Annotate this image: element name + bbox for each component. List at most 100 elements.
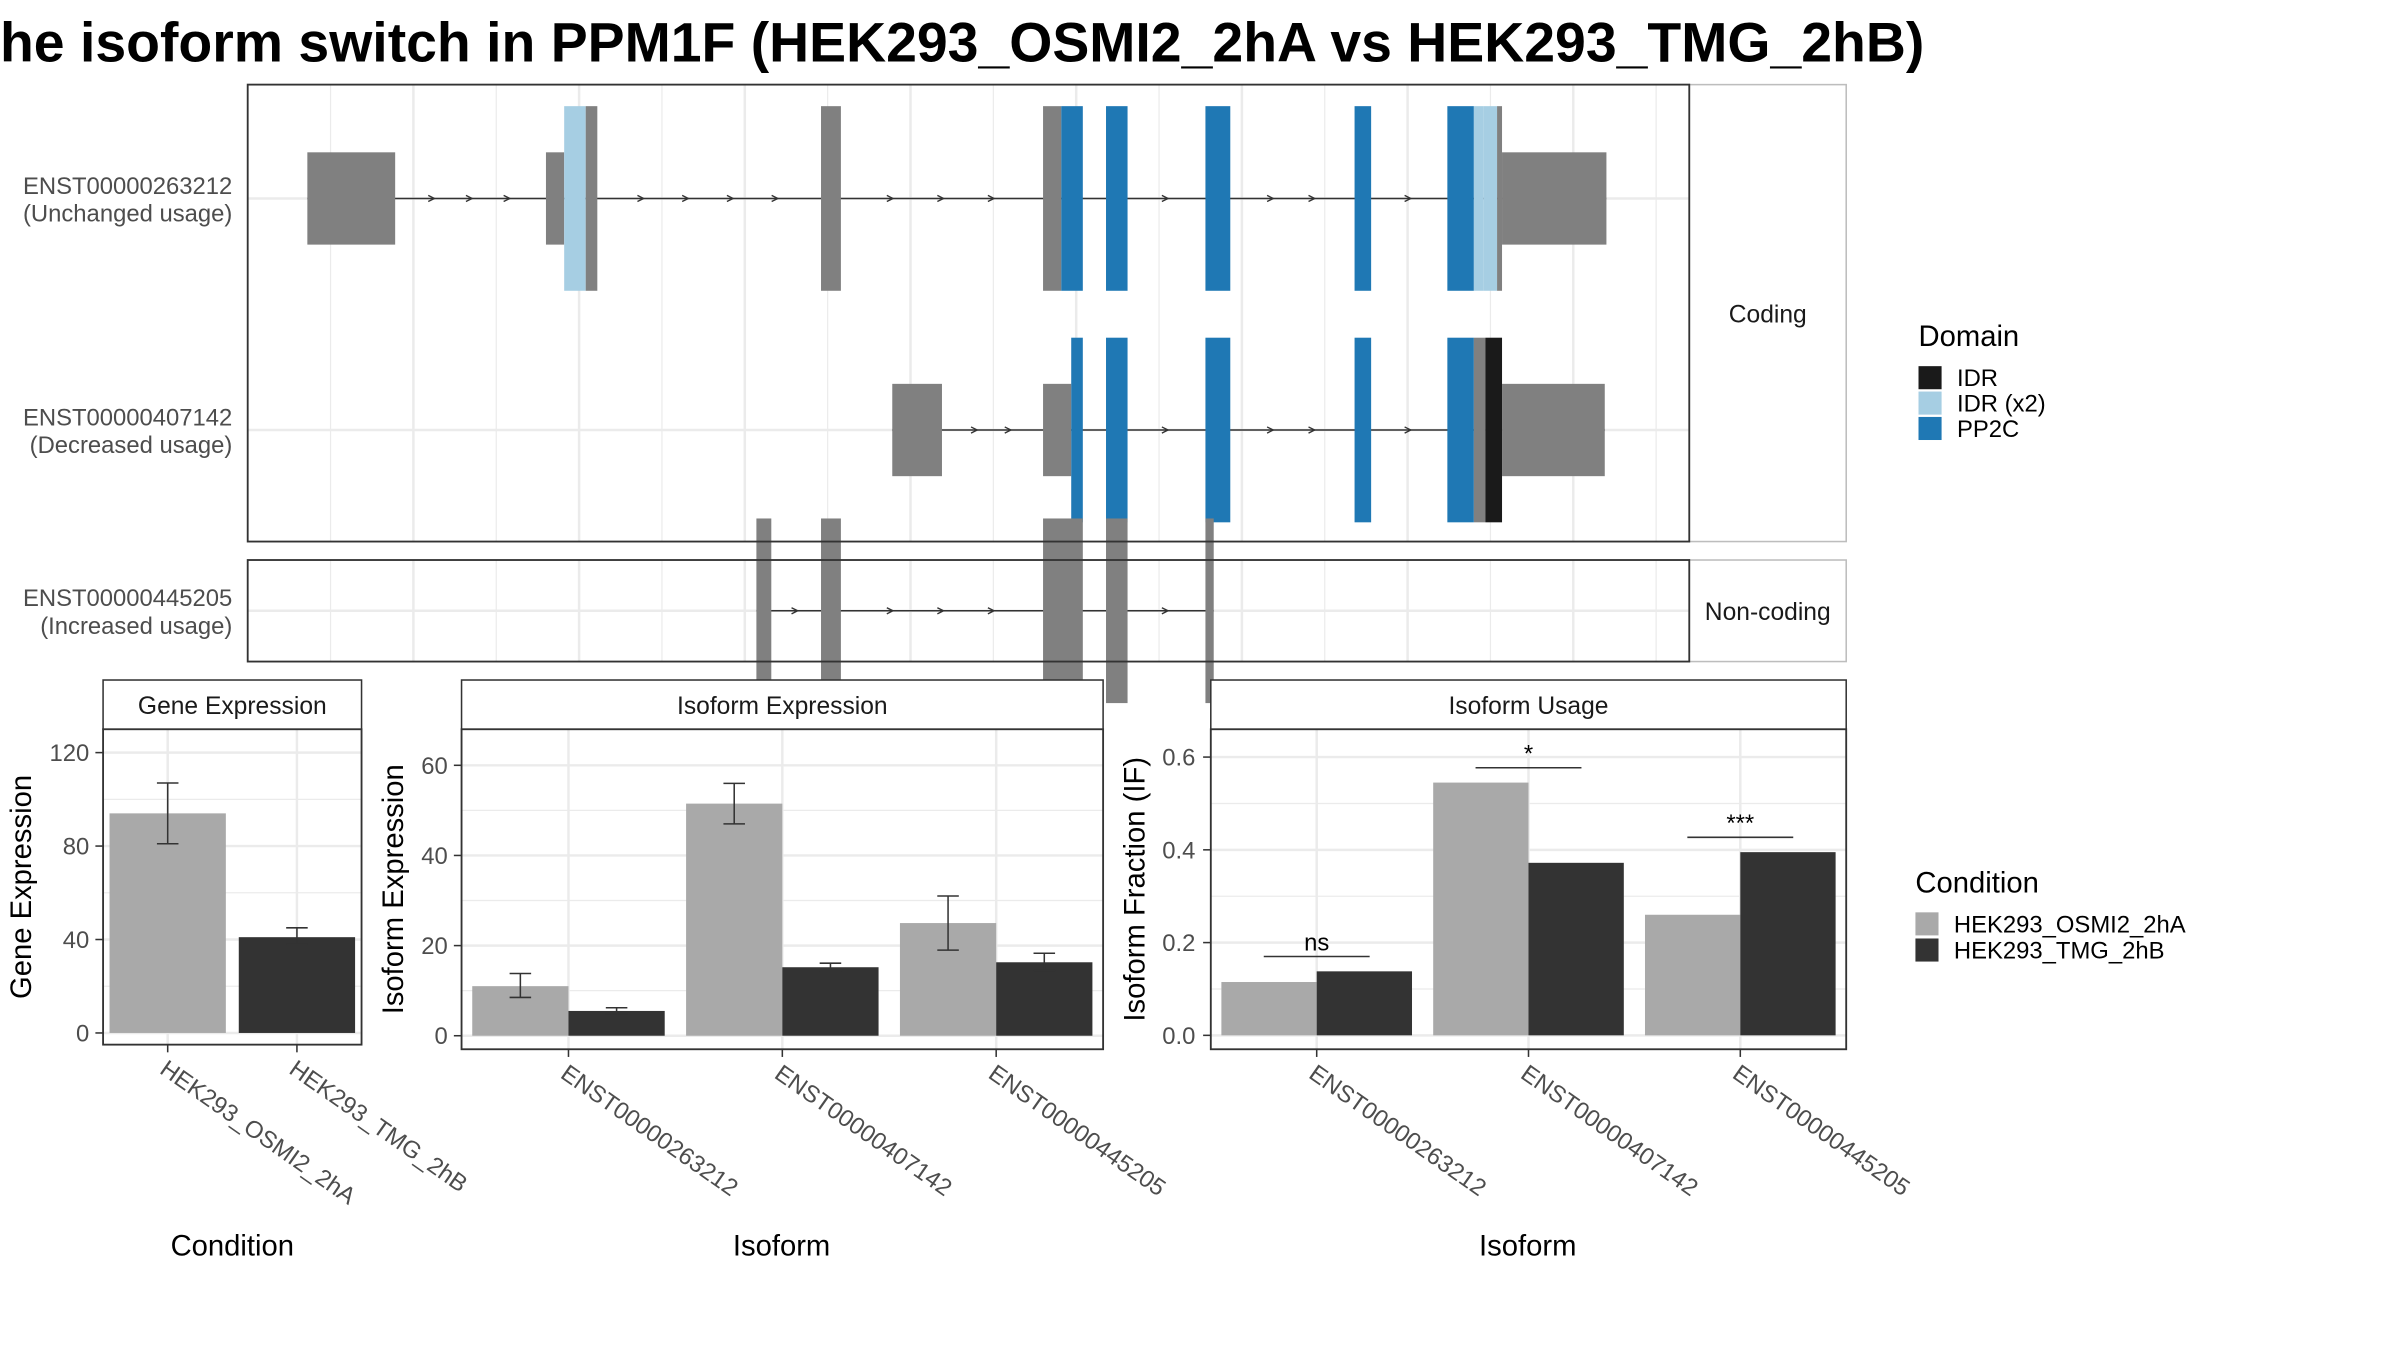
exon-ENST00000263212-2	[564, 106, 586, 291]
intron-arrow	[1308, 426, 1317, 434]
transcript-id-label: ENST00000263212	[23, 173, 232, 200]
exon-ENST00000263212-10	[1447, 106, 1474, 291]
structure-strip-label-coding: Coding	[1729, 301, 1807, 328]
y-tick-label: 0	[76, 1020, 89, 1047]
x-axis-label-0: Condition	[171, 1230, 294, 1262]
exon-ENST00000263212-11	[1473, 106, 1484, 291]
transcript-id-label: ENST00000445205	[23, 585, 232, 612]
exon-ENST00000407142-3	[1106, 337, 1128, 523]
y-tick-label: 120	[49, 740, 89, 767]
bar-0-0	[109, 813, 226, 1033]
y-tick-label: 0.6	[1162, 745, 1195, 772]
exon-ENST00000445205-0	[756, 518, 772, 704]
domain-legend-swatch-1	[1918, 391, 1942, 415]
intron-arrow	[791, 607, 800, 615]
intron-arrow	[503, 194, 512, 203]
bar-2-0-2	[1644, 914, 1741, 1036]
x-axis-label-1: Isoform	[733, 1230, 830, 1262]
domain-legend-title: Domain	[1919, 321, 2020, 353]
bar-1-1-1	[782, 967, 879, 1036]
intron-arrow	[987, 194, 996, 203]
intron-arrow	[937, 607, 946, 615]
bar-strip-1	[460, 679, 1104, 731]
domain-legend-label-1: IDR (x2)	[1957, 391, 2046, 418]
bar-2-1-2	[1740, 852, 1836, 1036]
intron-arrow	[1161, 194, 1170, 203]
x-tick-label: ENST00000445205	[1728, 1060, 1915, 1202]
exon-ENST00000263212-1	[545, 152, 565, 245]
intron-arrow	[886, 607, 895, 615]
bar-1-0-1	[686, 803, 783, 1036]
condition-legend-label-1: HEK293_TMG_2hB	[1954, 937, 2165, 964]
x-tick-label: ENST00000445205	[984, 1060, 1171, 1202]
exon-ENST00000263212-13	[1497, 106, 1503, 291]
significance-label-2: ***	[1726, 810, 1754, 837]
intron-arrow	[1266, 426, 1275, 434]
exon-ENST00000263212-0	[307, 152, 396, 245]
x-tick-label: ENST00000407142	[770, 1060, 957, 1202]
y-tick-label: 0.2	[1162, 930, 1195, 957]
domain-legend-label-2: PP2C	[1957, 416, 2019, 443]
bar-strip-title-2: Isoform Usage	[1448, 693, 1608, 720]
condition-legend-label-0: HEK293_OSMI2_2hA	[1954, 911, 2186, 938]
y-tick-label: 80	[63, 834, 90, 861]
x-tick-label: ENST00000407142	[1516, 1060, 1703, 1202]
intron-arrow	[1308, 194, 1317, 203]
exon-ENST00000407142-1	[1043, 383, 1072, 477]
x-axis-label-2: Isoform	[1479, 1230, 1576, 1262]
domain-legend-swatch-0	[1918, 366, 1942, 390]
bar-2-0-0	[1221, 982, 1317, 1036]
y-tick-label: 40	[421, 843, 448, 870]
exon-ENST00000407142-7	[1473, 337, 1486, 523]
exon-ENST00000263212-4	[821, 106, 841, 291]
y-tick-label: 20	[421, 933, 448, 960]
exon-ENST00000407142-4	[1205, 337, 1231, 523]
exon-ENST00000263212-6	[1061, 106, 1083, 291]
exon-ENST00000263212-5	[1043, 106, 1062, 291]
transcript-status-label: (Decreased usage)	[30, 432, 233, 459]
bar-2-0-1	[1433, 782, 1529, 1036]
intron-arrow	[637, 194, 646, 203]
transcript-status-label: (Unchanged usage)	[23, 201, 232, 228]
exon-ENST00000407142-2	[1071, 337, 1083, 523]
intron-arrow	[1404, 426, 1413, 434]
transcript-id-label: ENST00000407142	[23, 404, 232, 431]
exon-ENST00000407142-8	[1485, 337, 1503, 523]
domain-legend-swatch-2	[1918, 416, 1942, 441]
intron-arrow	[681, 194, 690, 203]
bar-0-1	[238, 937, 356, 1033]
structure-panel-border-coding	[246, 83, 1691, 543]
intron-arrow	[1161, 426, 1170, 434]
intron-arrow	[987, 607, 996, 615]
exon-ENST00000445205-3	[1106, 518, 1128, 704]
bar-2-1-1	[1528, 862, 1624, 1036]
intron-arrow	[427, 194, 436, 203]
exon-ENST00000263212-9	[1354, 106, 1372, 291]
intron-arrow	[886, 194, 895, 203]
y-tick-label: 0	[434, 1023, 447, 1050]
transcript-status-label: (Increased usage)	[40, 613, 232, 640]
y-axis-label-2: Isoform Fraction (IF)	[1120, 757, 1152, 1022]
bar-panel-border-0	[102, 728, 363, 1046]
intron-arrow	[1161, 607, 1170, 615]
exon-ENST00000407142-5	[1354, 337, 1372, 523]
x-tick-label: ENST00000263212	[556, 1060, 743, 1202]
exon-ENST00000263212-8	[1205, 106, 1231, 291]
exon-ENST00000263212-7	[1106, 106, 1128, 291]
domain-legend-label-0: IDR	[1957, 365, 1998, 392]
bar-strip-0	[102, 679, 363, 731]
y-tick-label: 0.0	[1162, 1023, 1195, 1050]
condition-legend-title: Condition	[1915, 867, 2038, 899]
intron-arrow	[1004, 426, 1013, 434]
intron-arrow	[726, 194, 735, 203]
structure-strip-label-noncoding: Non-coding	[1705, 599, 1831, 626]
bar-strip-title-0: Gene Expression	[138, 693, 327, 720]
y-tick-label: 60	[421, 753, 448, 780]
structure-panel-border-noncoding	[246, 559, 1691, 663]
intron-arrow	[1266, 194, 1275, 203]
exon-ENST00000445205-4	[1205, 518, 1214, 704]
structure-strip-coding	[1688, 83, 1847, 543]
exon-ENST00000407142-9	[1502, 383, 1605, 477]
intron-arrow	[937, 194, 946, 203]
